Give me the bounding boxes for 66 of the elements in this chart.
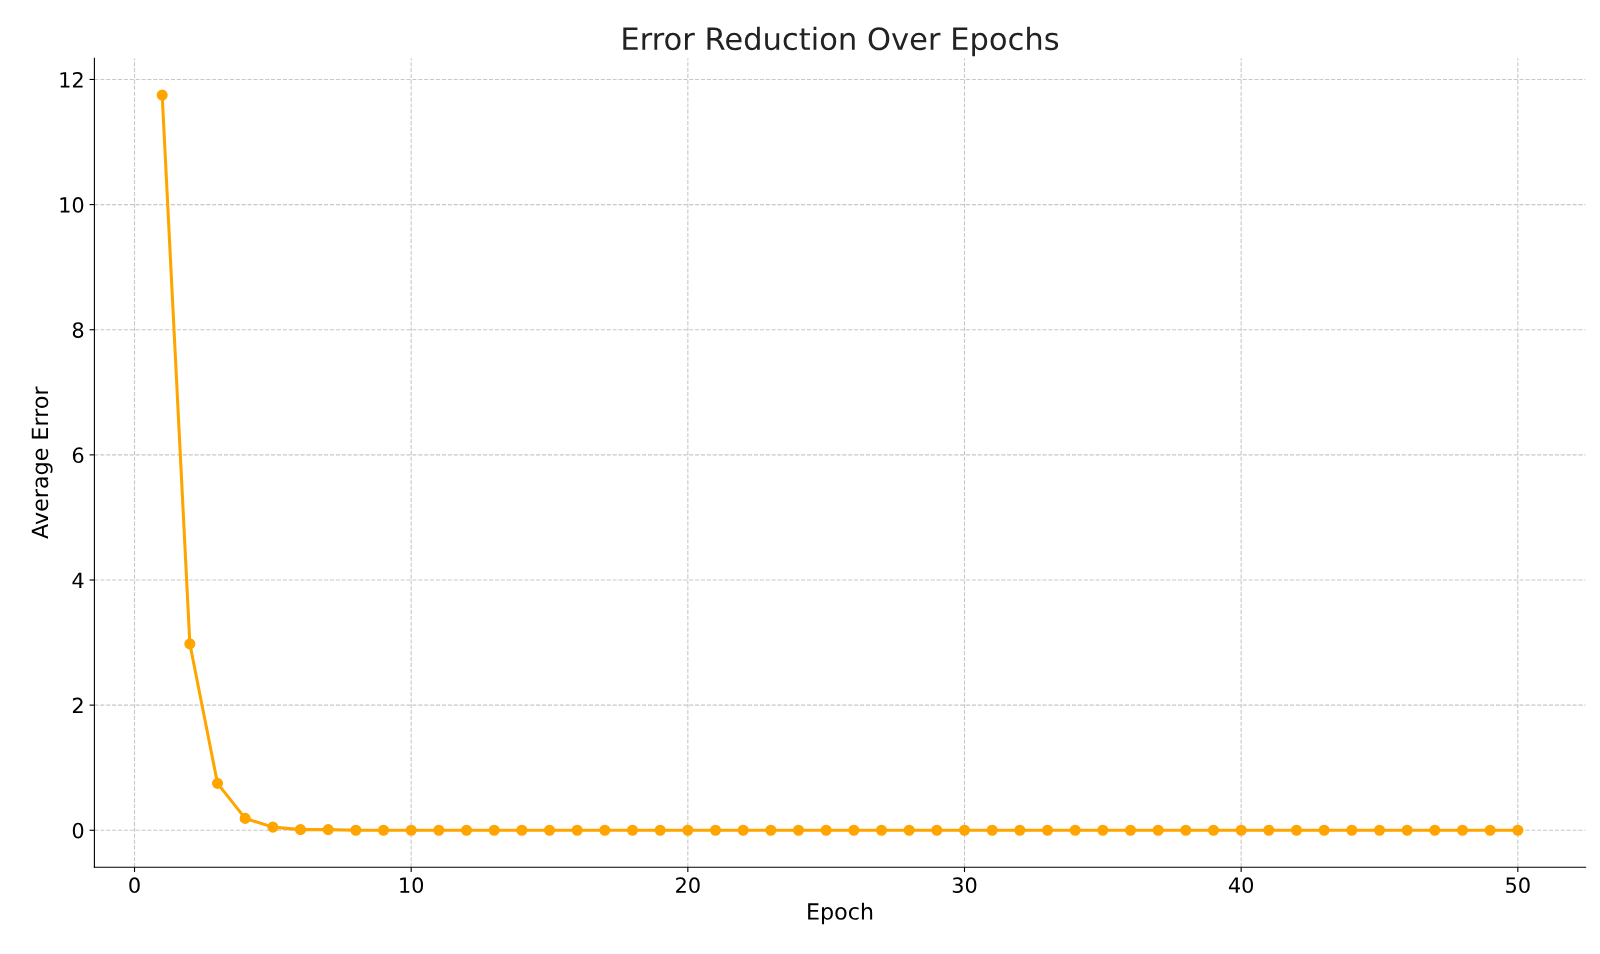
point xyxy=(488,824,500,836)
point xyxy=(350,824,362,836)
x-tick-label: 50 xyxy=(1506,877,1530,894)
point xyxy=(1097,824,1109,836)
point xyxy=(1290,824,1303,836)
point xyxy=(958,824,971,836)
point xyxy=(1124,824,1137,836)
x-tick-label: 0 xyxy=(129,877,140,894)
point xyxy=(211,777,224,789)
point xyxy=(1401,824,1413,836)
point xyxy=(1235,824,1247,836)
point xyxy=(1069,824,1081,836)
point xyxy=(377,824,390,836)
x-axis-title: Epoch xyxy=(808,902,873,925)
point xyxy=(543,824,556,836)
point xyxy=(1429,824,1441,836)
point xyxy=(599,824,611,836)
point xyxy=(1318,824,1330,836)
point xyxy=(405,824,417,836)
point xyxy=(239,812,251,824)
point xyxy=(931,824,943,836)
point xyxy=(765,824,777,836)
x-tick-label: 20 xyxy=(676,877,700,894)
y-tick-label: 10 xyxy=(60,197,84,213)
point xyxy=(322,824,334,836)
point xyxy=(1456,824,1469,836)
point xyxy=(1373,824,1386,836)
point xyxy=(1014,824,1026,836)
chart-title: Error Reduction Over Epochs xyxy=(623,26,1059,57)
point xyxy=(1346,824,1358,836)
point xyxy=(626,824,639,836)
point xyxy=(820,824,832,836)
point xyxy=(460,824,473,836)
point xyxy=(571,824,583,836)
point xyxy=(1263,824,1275,836)
point xyxy=(792,824,805,836)
point xyxy=(1041,824,1054,836)
y-axis-title: Average Error xyxy=(31,386,53,539)
point xyxy=(903,824,915,836)
point xyxy=(848,824,860,836)
y-tick-label: 12 xyxy=(60,71,83,88)
x-tick-label: 30 xyxy=(952,877,977,894)
point xyxy=(1207,824,1220,836)
point xyxy=(516,824,528,836)
point xyxy=(682,824,694,836)
point xyxy=(184,638,196,650)
y-tick-label: 8 xyxy=(72,322,84,338)
y-tick-label: 2 xyxy=(72,697,83,714)
point xyxy=(1512,824,1524,836)
point xyxy=(986,824,998,836)
point xyxy=(1152,824,1164,836)
point xyxy=(433,824,445,836)
point xyxy=(737,824,749,836)
point xyxy=(294,824,307,836)
point xyxy=(1484,824,1496,836)
y-tick-label: 6 xyxy=(72,447,84,464)
x-tick-label: 10 xyxy=(400,877,424,894)
point xyxy=(156,89,168,101)
point xyxy=(875,824,888,836)
point xyxy=(654,824,666,836)
point xyxy=(709,824,722,836)
point xyxy=(1180,824,1192,836)
point xyxy=(267,821,279,833)
y-tick-label: 4 xyxy=(72,572,84,588)
y-tick-label: 0 xyxy=(72,822,84,839)
x-tick-label: 40 xyxy=(1228,877,1254,894)
